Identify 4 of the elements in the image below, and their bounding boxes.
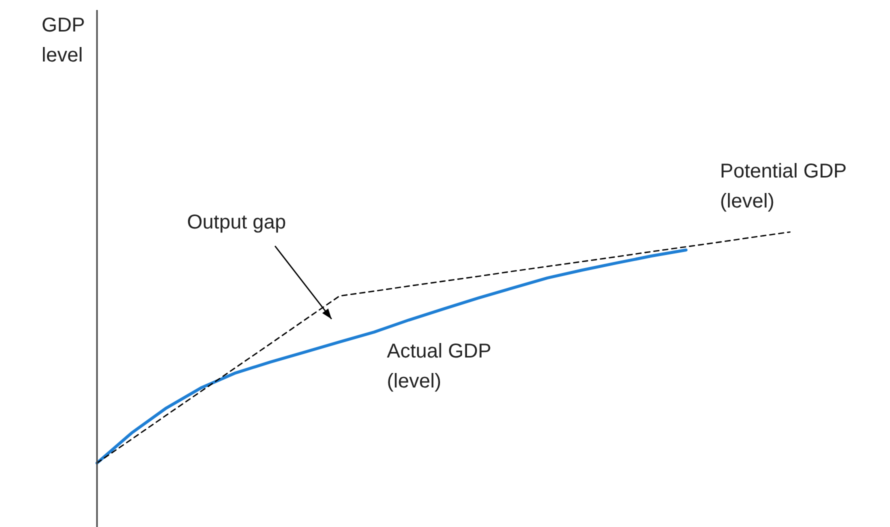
annotation: Output gap [187, 212, 286, 234]
series-label: Actual GDP (level) [386, 340, 492, 393]
text: GDP level [42, 14, 86, 67]
series-label: Potential GDP (level) [720, 160, 847, 213]
